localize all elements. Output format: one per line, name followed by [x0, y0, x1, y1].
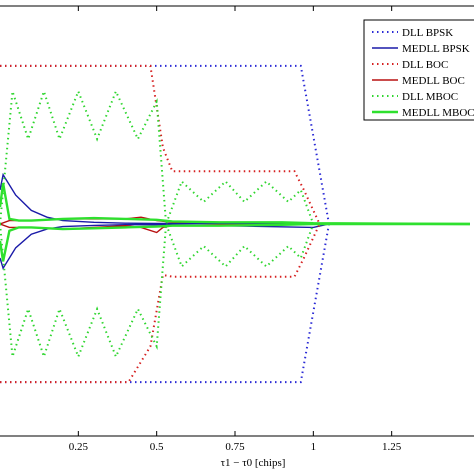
x-tick-label: 0.75 [225, 441, 245, 453]
series-line-lower [0, 223, 470, 384]
legend-label: DLL MBOC [402, 91, 458, 103]
x-tick-label: 0.5 [150, 441, 164, 453]
x-axis-label: τ1 − τ0 [chips] [221, 457, 286, 469]
series-line-lower [0, 223, 470, 270]
series-line-upper [0, 182, 471, 226]
legend-label: DLL BPSK [402, 27, 453, 39]
x-tick-label: 0.25 [69, 441, 89, 453]
series-layer [0, 64, 471, 384]
legend-label: MEDLL MBOC [402, 107, 474, 119]
series-dll-boc [0, 64, 470, 384]
legend-items: DLL BPSK MEDLL BPSK DLL BOC MEDLL BOC DLL MB… [372, 27, 474, 119]
x-tick-label: 1 [311, 441, 317, 453]
legend-box [363, 19, 474, 121]
series-medll-mboc [0, 182, 471, 262]
legend-label: DLL BOC [402, 59, 448, 71]
x-axis: 0.25 0.5 0.75 1 1.25 [69, 6, 402, 453]
series-line-upper [0, 64, 470, 225]
legend-label: MEDLL BPSK [402, 43, 470, 55]
x-tick-label: 1.25 [382, 441, 402, 453]
series-line-lower [0, 222, 470, 262]
legend-label: MEDLL BOC [402, 75, 465, 87]
legend: DLL BPSK MEDLL BPSK DLL BOC MEDLL BOC DLL MB… [363, 19, 474, 121]
